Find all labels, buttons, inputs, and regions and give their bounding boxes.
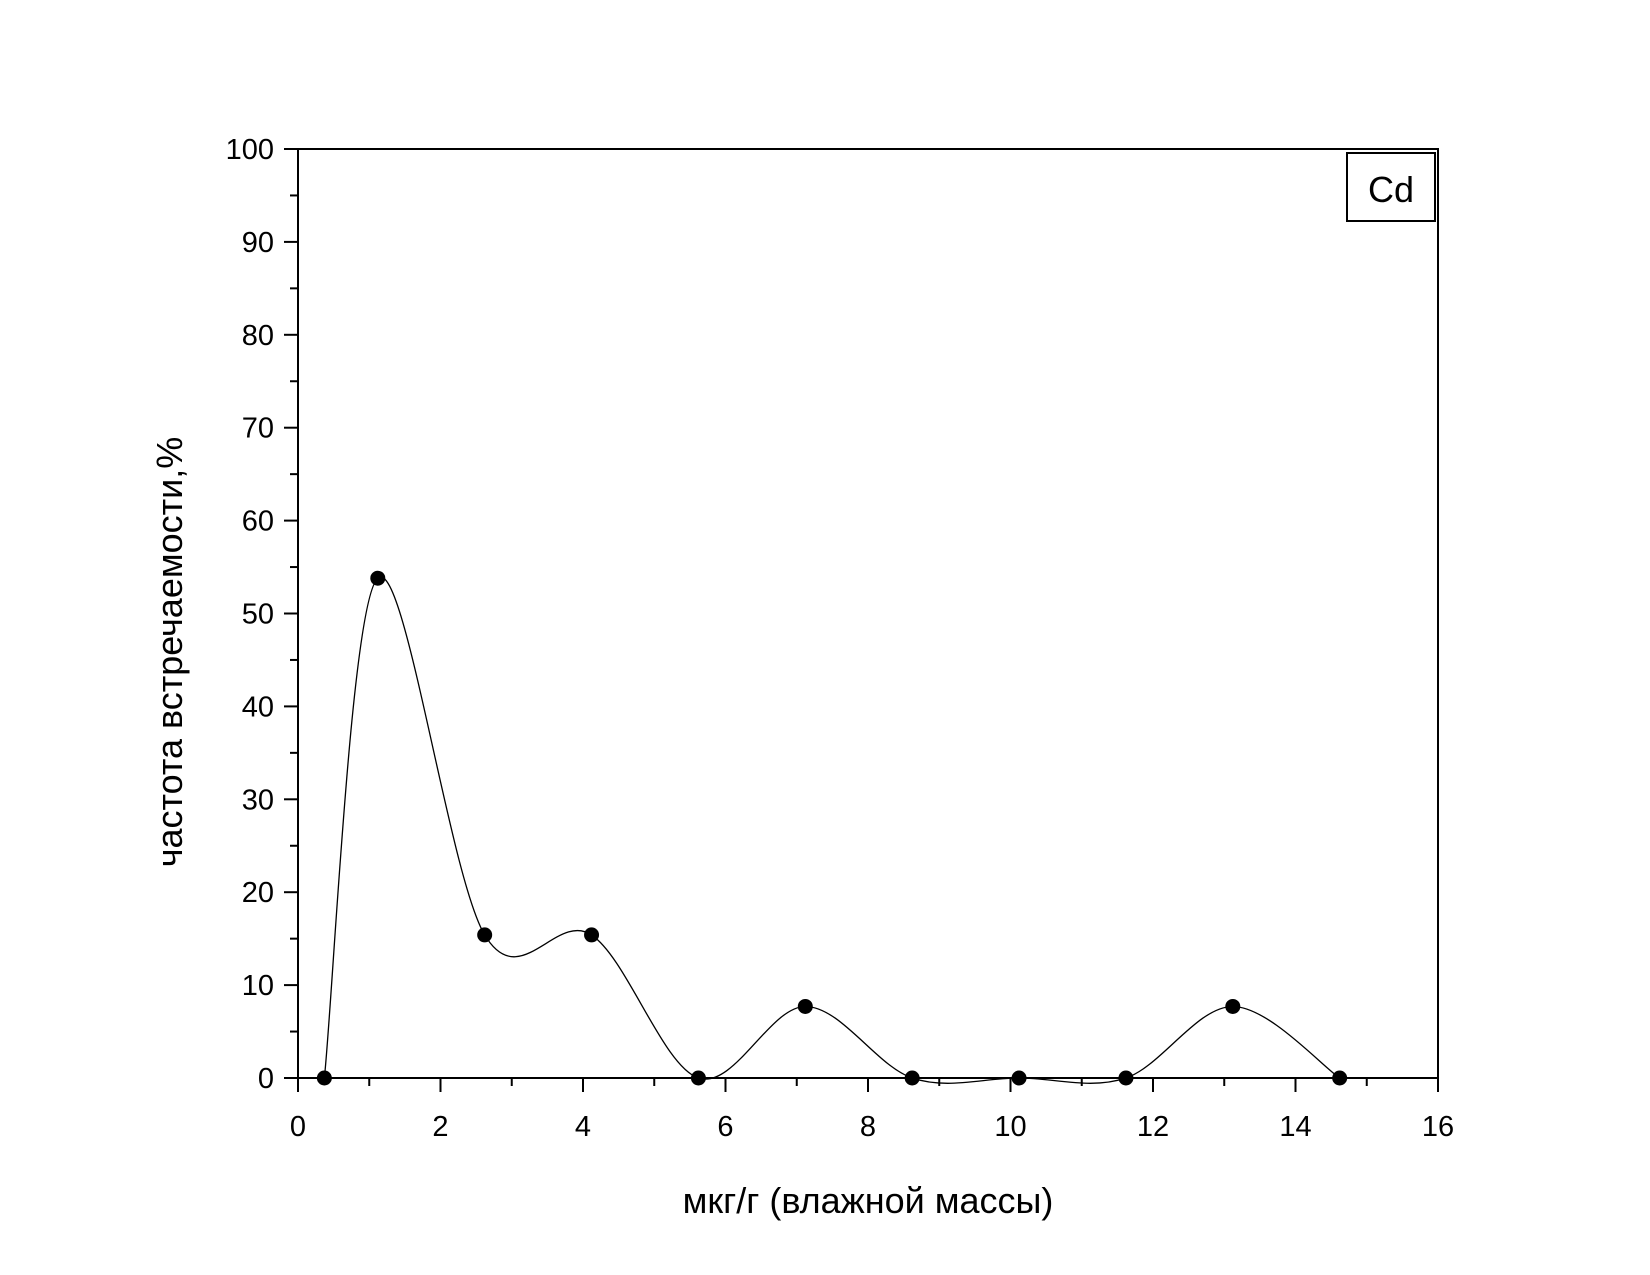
y-tick-label: 100 — [226, 134, 274, 166]
x-tick-label: 12 — [1137, 1111, 1169, 1143]
series-curve — [323, 576, 1341, 1084]
plot-frame — [297, 148, 1439, 1079]
x-tick-label: 10 — [994, 1111, 1026, 1143]
x-tick-label: 14 — [1279, 1111, 1311, 1143]
y-tick-label: 30 — [242, 784, 274, 816]
y-tick-label: 20 — [242, 877, 274, 909]
data-points — [316, 570, 1348, 1086]
y-tick-label: 50 — [242, 599, 274, 631]
y-tick-label: 90 — [242, 227, 274, 259]
x-tick-label: 2 — [432, 1111, 448, 1143]
y-tick-label: 60 — [242, 506, 274, 538]
x-tick-label: 6 — [717, 1111, 733, 1143]
data-point — [477, 927, 493, 943]
y-tick-label: 80 — [242, 320, 274, 352]
x-tick-label: 8 — [860, 1111, 876, 1143]
data-point — [797, 998, 813, 1014]
legend: Cd — [1346, 152, 1436, 222]
y-tick-label: 40 — [242, 691, 274, 723]
y-tick-label: 0 — [258, 1063, 274, 1095]
data-point — [584, 927, 600, 943]
x-tick-label: 0 — [290, 1111, 306, 1143]
y-axis-title: частота встречаемости,% — [149, 437, 190, 867]
x-tick-label: 4 — [575, 1111, 591, 1143]
data-point — [690, 1070, 706, 1086]
legend-label: Cd — [1368, 169, 1414, 210]
y-tick-label: 10 — [242, 970, 274, 1002]
data-point — [904, 1070, 920, 1086]
data-point — [1225, 998, 1241, 1014]
y-tick-label: 70 — [242, 413, 274, 445]
x-axis: 0 2 4 6 8 10 12 14 16 — [290, 1078, 1454, 1143]
data-point — [370, 570, 386, 586]
data-point — [1011, 1070, 1027, 1086]
legend-box — [1346, 152, 1436, 222]
data-point — [1332, 1070, 1348, 1086]
x-axis-title: мкг/г (влажной массы) — [683, 1180, 1054, 1221]
data-point — [316, 1070, 332, 1086]
y-axis: 0 10 20 30 40 50 60 70 80 90 100 — [226, 134, 298, 1095]
data-point — [1118, 1070, 1134, 1086]
x-tick-label: 16 — [1422, 1111, 1454, 1143]
